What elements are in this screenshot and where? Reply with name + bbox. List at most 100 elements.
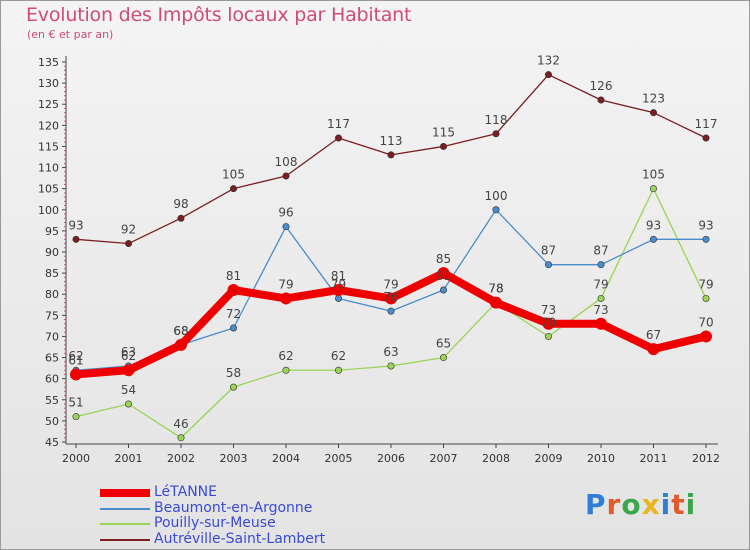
data-label: 62 bbox=[68, 349, 83, 363]
x-tick-label: 2006 bbox=[377, 452, 405, 465]
proxiti-logo: Proxiti bbox=[585, 488, 696, 521]
data-point bbox=[595, 317, 607, 330]
data-point bbox=[702, 134, 710, 142]
y-tick-label: 135 bbox=[38, 56, 59, 69]
data-point bbox=[332, 284, 345, 296]
y-tick-label: 80 bbox=[45, 288, 59, 301]
data-label: 65 bbox=[436, 337, 451, 351]
x-tick-label: 2009 bbox=[535, 452, 563, 465]
y-tick-label: 95 bbox=[45, 225, 59, 238]
data-point bbox=[387, 362, 395, 370]
data-label: 61 bbox=[68, 353, 83, 367]
data-label: 118 bbox=[485, 113, 508, 127]
data-point bbox=[230, 383, 238, 391]
x-tick-label: 2001 bbox=[115, 452, 143, 465]
chart-subtitle: (en € et par an) bbox=[27, 28, 114, 41]
y-tick-label: 45 bbox=[45, 436, 59, 449]
data-label: 105 bbox=[222, 168, 245, 182]
data-point bbox=[492, 130, 500, 138]
data-label: 70 bbox=[698, 315, 713, 329]
data-point bbox=[282, 172, 290, 180]
data-label: 62 bbox=[278, 349, 293, 363]
data-point bbox=[649, 109, 657, 117]
data-point bbox=[649, 185, 657, 193]
data-label: 100 bbox=[485, 189, 508, 203]
y-tick-label: 50 bbox=[45, 415, 59, 428]
data-label: 63 bbox=[121, 345, 136, 359]
data-label: 79 bbox=[383, 277, 398, 291]
logo-letter: o bbox=[621, 488, 642, 521]
y-tick-label: 100 bbox=[38, 204, 59, 217]
logo-letter: P bbox=[585, 488, 607, 521]
data-label: 68 bbox=[173, 324, 188, 338]
data-label: 132 bbox=[537, 54, 560, 68]
data-point bbox=[702, 294, 710, 302]
data-point bbox=[544, 261, 552, 269]
data-point bbox=[490, 296, 502, 309]
y-tick-label: 120 bbox=[38, 119, 59, 132]
data-label: 62 bbox=[121, 349, 136, 363]
data-point bbox=[597, 96, 605, 104]
logo-letter: x bbox=[641, 488, 661, 521]
data-point bbox=[385, 292, 397, 305]
data-label: 117 bbox=[695, 117, 718, 131]
data-point bbox=[280, 292, 292, 305]
legend-label: Pouilly-sur-Meuse bbox=[154, 515, 276, 531]
data-label: 79 bbox=[278, 277, 293, 291]
y-tick-label: 105 bbox=[38, 183, 59, 196]
legend-swatch bbox=[100, 489, 150, 497]
data-label: 98 bbox=[173, 197, 188, 211]
data-label: 113 bbox=[380, 134, 403, 148]
data-point bbox=[649, 235, 657, 243]
data-point bbox=[439, 354, 447, 362]
data-point bbox=[542, 317, 555, 330]
y-tick-label: 130 bbox=[38, 77, 59, 90]
data-label: 92 bbox=[121, 223, 136, 237]
data-point bbox=[437, 267, 450, 280]
legend-swatch bbox=[100, 523, 150, 525]
data-label: 46 bbox=[173, 417, 188, 431]
data-label: 78 bbox=[488, 282, 503, 296]
legend-label: Beaumont-en-Argonne bbox=[154, 500, 313, 516]
data-point bbox=[227, 284, 240, 296]
data-point bbox=[702, 235, 710, 243]
data-point bbox=[177, 434, 185, 442]
data-label: 115 bbox=[432, 125, 455, 139]
axes: 45 50 55 60 65 70 75 80 85 90 95 100 105 110 115 120 125… bbox=[38, 56, 720, 465]
y-tick-label: 115 bbox=[38, 140, 59, 153]
data-point bbox=[72, 235, 80, 243]
data-label: 87 bbox=[593, 244, 608, 258]
data-label: 81 bbox=[331, 269, 346, 283]
series-layer bbox=[70, 71, 712, 442]
data-label: 68 bbox=[173, 324, 188, 338]
data-point bbox=[647, 343, 660, 356]
data-point bbox=[125, 240, 133, 248]
data-label: 126 bbox=[590, 79, 613, 93]
data-point bbox=[597, 294, 605, 302]
y-tick-label: 70 bbox=[45, 330, 59, 343]
data-label: 54 bbox=[121, 383, 136, 397]
y-tick-label: 85 bbox=[45, 267, 59, 280]
data-point bbox=[387, 151, 395, 159]
data-point bbox=[544, 71, 552, 79]
x-tick-label: 2005 bbox=[325, 452, 353, 465]
x-tick-label: 2007 bbox=[430, 452, 458, 465]
legend-swatch bbox=[100, 539, 150, 541]
data-point bbox=[544, 332, 552, 340]
data-point bbox=[439, 286, 447, 294]
y-tick-label: 110 bbox=[38, 162, 59, 175]
data-point bbox=[334, 294, 342, 302]
x-tick-label: 2002 bbox=[167, 452, 195, 465]
data-label: 85 bbox=[436, 252, 451, 266]
data-label: 117 bbox=[327, 117, 350, 131]
series-line-3 bbox=[75, 74, 707, 245]
data-label: 73 bbox=[593, 303, 608, 317]
data-point bbox=[125, 400, 133, 408]
data-label: 51 bbox=[68, 396, 83, 410]
data-label: 93 bbox=[698, 218, 713, 232]
data-label: 63 bbox=[383, 345, 398, 359]
data-point bbox=[177, 214, 185, 222]
data-label: 79 bbox=[698, 277, 713, 291]
